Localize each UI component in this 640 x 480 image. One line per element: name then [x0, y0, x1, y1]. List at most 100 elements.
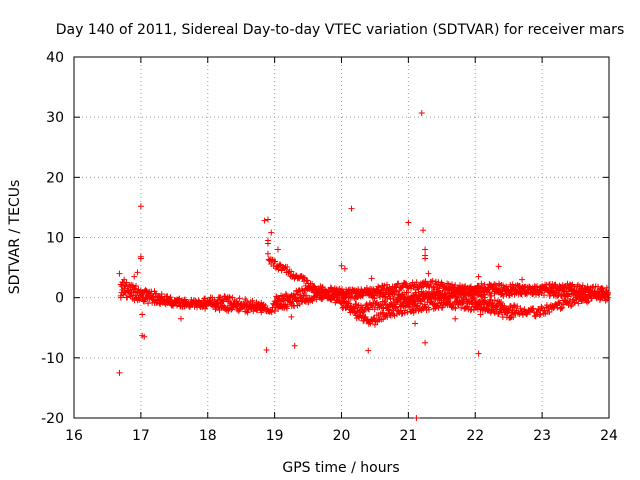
data-point	[541, 307, 548, 314]
data-point	[264, 240, 271, 247]
data-point	[540, 292, 547, 299]
data-point	[268, 309, 275, 316]
data-point	[477, 311, 484, 318]
x-tick-label: 22	[466, 428, 484, 444]
data-point	[519, 311, 526, 318]
data-point	[263, 347, 270, 354]
data-point	[264, 216, 271, 223]
data-point	[181, 303, 188, 310]
data-point	[550, 305, 557, 312]
data-point	[460, 299, 467, 306]
data-point	[371, 295, 378, 302]
data-point	[518, 291, 525, 298]
data-point	[348, 205, 355, 212]
data-point	[236, 295, 243, 302]
x-axis-label: GPS time / hours	[282, 460, 399, 476]
data-point	[240, 303, 247, 310]
data-point	[449, 292, 456, 299]
data-point	[345, 300, 352, 307]
data-point	[385, 306, 392, 313]
data-point	[431, 286, 438, 293]
data-point	[413, 415, 420, 421]
data-point	[284, 264, 291, 271]
data-point	[363, 284, 370, 291]
y-tick-label: 30	[46, 110, 64, 126]
data-point	[422, 255, 429, 262]
x-tick-label: 16	[65, 428, 83, 444]
data-point	[304, 277, 311, 284]
data-point	[425, 270, 432, 277]
x-tick-label: 23	[533, 428, 551, 444]
data-point	[491, 297, 498, 304]
y-tick-label: 10	[46, 231, 64, 247]
data-point	[310, 284, 317, 291]
data-point	[589, 284, 596, 291]
data-point	[319, 284, 326, 291]
data-point	[417, 300, 424, 307]
data-point	[332, 291, 339, 298]
data-point	[340, 295, 347, 302]
data-point	[521, 306, 528, 313]
data-point	[393, 304, 400, 311]
data-point	[457, 282, 464, 289]
data-point	[481, 281, 488, 288]
data-point	[413, 279, 420, 286]
data-point	[116, 369, 123, 376]
data-point	[495, 263, 502, 270]
data-point	[178, 315, 184, 322]
data-point	[167, 294, 174, 301]
data-point	[302, 292, 309, 299]
data-point	[377, 290, 384, 297]
data-point	[169, 302, 176, 309]
data-point	[491, 309, 498, 316]
data-point	[365, 347, 372, 354]
data-point	[517, 305, 524, 312]
data-point	[604, 291, 611, 298]
data-point	[585, 292, 592, 299]
data-point	[365, 305, 372, 312]
data-point	[124, 294, 131, 301]
data-point	[294, 291, 301, 298]
data-point	[363, 301, 370, 308]
data-point	[139, 311, 146, 318]
data-point	[309, 297, 316, 304]
data-point	[462, 285, 469, 292]
data-point	[290, 290, 297, 297]
data-point	[605, 294, 612, 301]
data-point	[563, 288, 570, 295]
data-point	[347, 293, 354, 300]
data-point	[371, 321, 378, 328]
y-tick-label: 40	[46, 50, 64, 66]
data-point	[365, 288, 372, 295]
data-point	[137, 203, 144, 210]
data-point	[261, 217, 268, 224]
data-point	[291, 342, 298, 349]
data-point	[362, 313, 369, 320]
data-points	[116, 109, 612, 421]
data-point	[352, 308, 359, 315]
data-point	[603, 284, 610, 291]
data-point	[350, 305, 357, 312]
data-point	[226, 293, 233, 300]
data-point	[352, 290, 359, 297]
data-point	[158, 291, 165, 298]
data-point	[384, 314, 391, 321]
data-point	[382, 289, 389, 296]
data-point	[557, 292, 564, 299]
data-point	[511, 309, 518, 316]
y-tick-label: -10	[41, 351, 64, 367]
data-point	[418, 109, 425, 116]
data-point	[219, 298, 226, 305]
data-point	[530, 305, 537, 312]
data-point	[532, 313, 539, 320]
data-point	[558, 287, 565, 294]
data-point	[268, 229, 275, 236]
data-point	[577, 288, 584, 295]
data-point	[140, 291, 147, 298]
data-point	[514, 303, 521, 310]
data-point	[469, 300, 476, 307]
data-point	[510, 314, 517, 321]
data-point	[505, 307, 512, 314]
data-point	[422, 339, 429, 346]
